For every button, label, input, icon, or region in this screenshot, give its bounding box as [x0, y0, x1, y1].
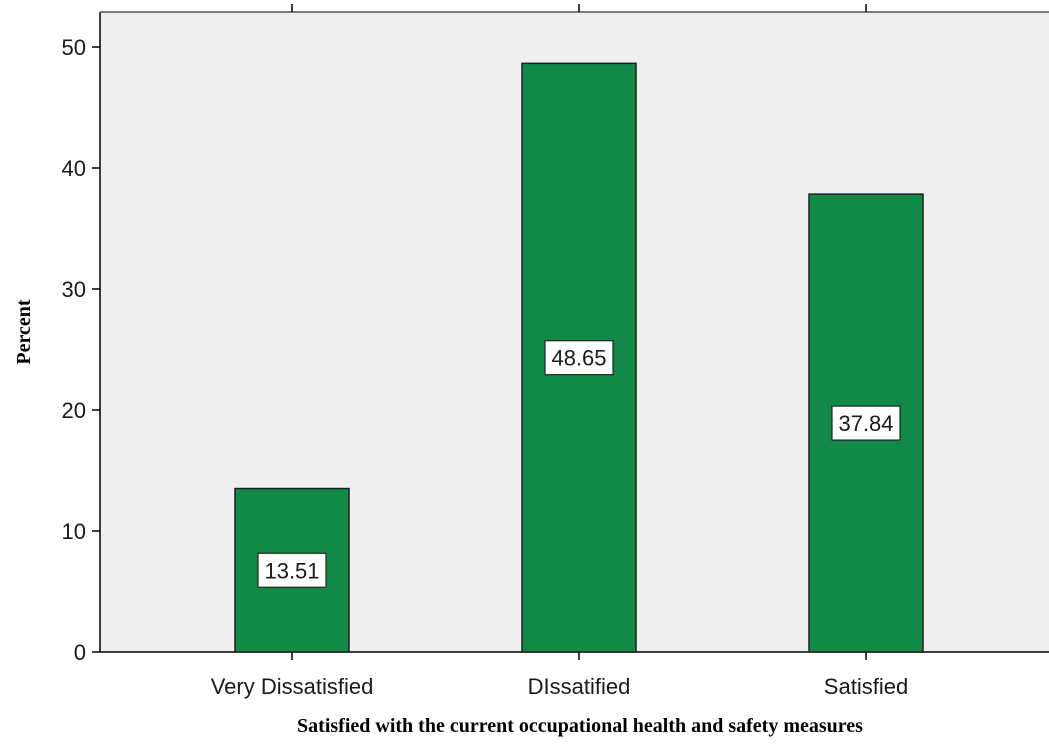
y-tick-label: 0: [74, 640, 86, 665]
data-label-box: [544, 340, 614, 376]
data-label: 13.51: [264, 558, 319, 583]
y-tick-label: 50: [62, 35, 86, 60]
plot-layer: 0 10 20 30 40 50 Very Dissatisfied 13.51 DIssati…: [62, 4, 1049, 699]
y-tick-label: 20: [62, 398, 86, 423]
data-label: 48.65: [551, 346, 606, 371]
x-tick-label: DIssatified: [528, 674, 631, 699]
x-axis-title: Satisfied with the current occupational …: [297, 715, 863, 737]
y-tick-label: 30: [62, 277, 86, 302]
y-tick-label: 10: [62, 519, 86, 544]
data-label-box: [831, 405, 901, 441]
y-axis-title: Percent: [13, 299, 35, 364]
x-tick-label: Satisfied: [824, 674, 908, 699]
y-tick-label: 40: [62, 156, 86, 181]
data-label-box: [257, 552, 327, 588]
data-label: 37.84: [838, 411, 893, 436]
x-tick-label: Very Dissatisfied: [211, 674, 374, 699]
